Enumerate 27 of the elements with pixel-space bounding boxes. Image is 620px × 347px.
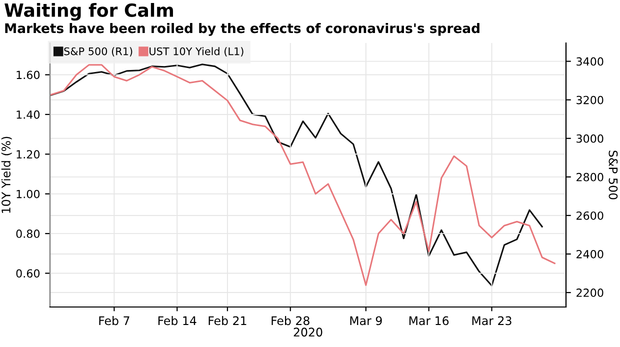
x-tick-label: Feb 14: [158, 316, 196, 326]
x-tick-label: Feb 28: [272, 316, 310, 326]
y-tick-label: 0.60: [16, 269, 40, 278]
y2-tick-label: 2800: [576, 172, 604, 182]
x-tick-label: Mar 9: [350, 316, 382, 326]
y2-tick-label: 2200: [576, 288, 604, 297]
legend-label: UST 10Y Yield (L1): [150, 47, 244, 56]
y2-axis-title: S&P 500: [608, 150, 618, 200]
legend-label: S&P 500 (R1): [64, 47, 132, 56]
x-tick-label: Feb 7: [99, 316, 130, 326]
y-axis-title: 10Y Yield (%): [1, 136, 12, 213]
y-tick-label: 1.40: [16, 110, 40, 119]
y-tick-label: 0.80: [16, 230, 40, 238]
chart-title: Waiting for Calm: [4, 3, 173, 21]
y2-tick-label: 3000: [576, 134, 604, 143]
x-tick-label: Mar 16: [409, 316, 449, 326]
y2-tick-label: 3400: [576, 57, 604, 66]
y-tick-label: 1.60: [16, 70, 40, 80]
x-tick-label: Mar 23: [472, 316, 512, 326]
y2-tick-label: 2400: [576, 250, 604, 258]
y-tick-label: 1.00: [16, 190, 40, 198]
chart-subtitle: Markets have been roiled by the effects of coronavirus's spread: [5, 23, 480, 36]
y2-tick-label: 2600: [576, 211, 604, 220]
y2-tick-label: 3200: [576, 96, 604, 104]
x-axis-title: 2020: [294, 328, 322, 337]
y-tick-label: 1.20: [16, 150, 40, 159]
x-tick-label: Feb 21: [208, 316, 246, 326]
